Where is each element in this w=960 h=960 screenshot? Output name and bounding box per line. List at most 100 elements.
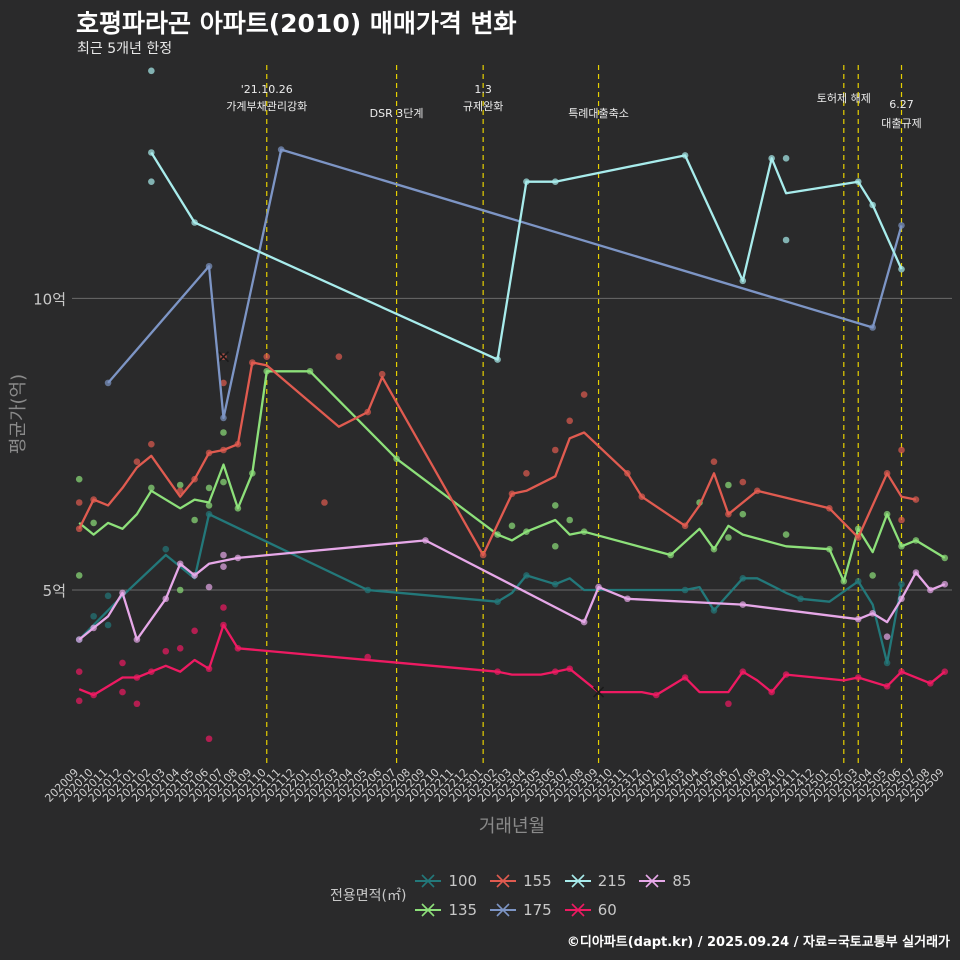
data-point [551, 502, 559, 509]
data-point [551, 542, 559, 550]
data-point [739, 478, 747, 486]
event-label: DSR 3단계 [370, 107, 424, 120]
data-point [869, 572, 876, 579]
legend-key-mark [421, 902, 436, 917]
event-label: 규제완화 [463, 100, 503, 113]
grid-layer [72, 297, 952, 591]
data-point [75, 697, 83, 705]
series-155 [75, 351, 920, 559]
data-point [148, 178, 155, 185]
event-label: 가계부채관리강화 [226, 100, 307, 113]
series-line [78, 361, 917, 557]
legend-key-mark [496, 873, 510, 888]
legend-item-60: 60 [564, 895, 627, 924]
legend-title: 전용면적(㎡) [330, 888, 407, 904]
data-point [220, 551, 227, 559]
event-label: 대출규제 [881, 117, 921, 130]
legend-key [490, 902, 517, 917]
legend-key [564, 902, 591, 917]
data-point [378, 370, 386, 378]
outlier-mark [217, 351, 230, 363]
y-tick-label: 5억 [43, 582, 66, 600]
series-line [78, 370, 946, 583]
data-point [133, 458, 141, 465]
legend-label: 135 [448, 900, 478, 919]
data-point [205, 502, 213, 509]
legend-key-mark [496, 902, 510, 917]
event-label: 토허제 해제 [817, 91, 871, 105]
data-point [220, 478, 227, 486]
data-point [75, 668, 83, 675]
series-85 [75, 537, 949, 643]
data-point [119, 688, 126, 696]
axis-layer: 5억10억20200920201020201120201220210120210… [33, 290, 947, 804]
data-point [119, 659, 126, 667]
data-point [912, 496, 920, 503]
data-point [220, 563, 227, 570]
x-axis-title: 거래년월 [479, 816, 545, 837]
series-line [78, 513, 903, 665]
data-point [104, 592, 112, 600]
data-point [710, 458, 718, 465]
data-point [725, 700, 732, 708]
data-point [263, 353, 271, 360]
data-point [220, 604, 227, 611]
outlier-mark [592, 686, 605, 698]
legend-key [639, 873, 666, 888]
data-point [508, 522, 516, 530]
data-point [191, 516, 198, 524]
data-point [205, 735, 213, 743]
data-point [90, 519, 97, 527]
data-point [782, 236, 790, 244]
data-point [205, 484, 213, 492]
data-point [162, 647, 170, 655]
data-point [133, 700, 141, 708]
series-line [78, 539, 946, 641]
data-point [220, 379, 227, 387]
legend-item-100: 100 [414, 866, 477, 895]
event-label: 6.27 [889, 98, 914, 111]
y-tick-label: 10억 [33, 290, 66, 308]
data-point [725, 534, 732, 541]
legend-label: 100 [448, 871, 478, 890]
data-point [566, 516, 574, 524]
series-line [78, 623, 946, 697]
legend-key-mark [645, 873, 659, 888]
legend-item-155: 155 [489, 866, 552, 895]
data-point [162, 545, 170, 553]
data-point [90, 612, 97, 620]
data-point [75, 499, 83, 506]
legend-item-175: 175 [489, 895, 552, 924]
source-credit: ©디아파트(dapt.kr) / 2025.09.24 / 자료=국토교통부 실… [566, 935, 950, 950]
legend-label: 60 [597, 900, 617, 919]
legend-label: 155 [523, 871, 552, 890]
series-100 [75, 510, 905, 667]
data-point [176, 481, 184, 489]
legend-key [415, 873, 442, 888]
data-point [148, 67, 155, 75]
data-point [566, 417, 574, 425]
legend-item-215: 215 [564, 866, 626, 895]
data-point [205, 583, 213, 591]
data-point [176, 645, 184, 652]
data-point [321, 499, 328, 506]
series-layer [75, 67, 949, 743]
data-point [75, 475, 83, 483]
chart-title: 호평파라곤 아파트(2010) 매매가격 변화 [76, 9, 517, 38]
event-label: '21.10.26 [241, 83, 293, 96]
series-line [107, 148, 903, 420]
data-point [883, 633, 891, 640]
data-point [580, 391, 588, 398]
legend-label: 175 [523, 900, 552, 919]
y-axis-title: 평균가(억) [8, 374, 29, 454]
series-135 [75, 367, 949, 594]
data-point [898, 580, 905, 588]
data-point [148, 440, 155, 448]
data-point [176, 586, 184, 594]
data-point [782, 531, 790, 538]
legend-key-mark [421, 873, 436, 888]
data-point [725, 481, 732, 489]
legend-key [415, 902, 442, 917]
